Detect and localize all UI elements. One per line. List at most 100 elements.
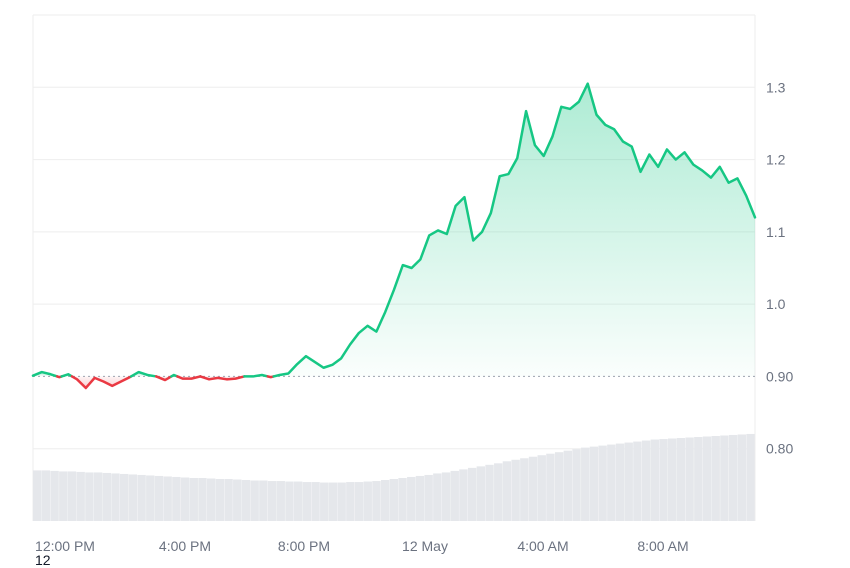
volume-bar [302,482,312,521]
volume-bar [67,471,77,521]
volume-bar [398,477,407,521]
volume-bar [128,474,138,521]
volume-bar [694,437,703,521]
volume-bar [528,456,538,521]
volume-bar [172,476,181,521]
volume-bar [389,479,399,521]
volume-bar [676,438,686,521]
volume-bar [119,473,129,521]
area-up [273,83,755,377]
line-segment-up [243,373,270,378]
volume-bar [224,479,233,521]
volume-bar [293,481,303,521]
y-tick-label: 1.3 [766,79,786,95]
volume-bar [285,481,294,521]
volume-bar [554,452,564,521]
volume-bar [624,442,633,521]
volume-bar [137,474,146,521]
volume-bar [563,450,573,521]
volume-bar [276,481,285,521]
line-segment-up [170,373,179,378]
price-line [31,82,757,390]
volume-bar [363,481,372,521]
line-segment-up [60,373,74,378]
y-tick-label: 0.80 [766,441,793,457]
volume-bar [746,433,755,521]
volume-bar [380,480,390,521]
x-tick-label: 4:00 PM [159,538,211,554]
volume-bar [372,481,381,521]
volume-bar [415,475,425,521]
volume-bar [650,439,660,521]
x-tick-label: 8:00 AM [637,538,688,554]
volume-bar [572,449,581,521]
volume-bar [598,445,607,521]
volume-bar [485,464,494,521]
x-tick-label: 4:00 AM [517,538,568,554]
y-tick-label: 1.2 [766,152,786,168]
volume-bar [537,455,546,521]
volume-bar [467,467,477,521]
volume-bar [459,469,468,521]
volume-bar [85,472,94,521]
volume-bar [163,476,172,521]
volume-bar [111,473,120,521]
line-segment-up [31,370,59,378]
volume-bar [589,446,599,521]
volume-bar [711,435,720,521]
volume-bar [241,480,251,521]
volume-bar [206,478,216,521]
volume-bar [267,481,277,521]
volume-bar [198,477,207,521]
volume-bar [102,472,111,521]
volume-bar [615,443,625,521]
volume-bar [702,436,712,521]
volume-bar [668,438,677,521]
volume-bar [154,475,164,521]
volume-bar [189,477,198,521]
line-segment-down [199,375,246,381]
volume-bar [546,453,555,521]
x-axis: 12:00 PM 4:00 PM 8:00 PM 12 May 4:00 AM 8:00 … [35,538,689,554]
volume-bar [685,437,694,521]
volume-bar [581,447,590,521]
volume-bar [720,435,729,521]
volume-bar [424,474,433,521]
y-axis: 1.3 1.2 1.1 1.0 0.90 0.80 [766,79,793,456]
volume-bar [180,477,190,521]
volume-bar [659,439,668,521]
volume-bar [146,475,155,521]
volume-bar [728,434,738,521]
volume-bar [215,479,225,521]
volume-bar [259,480,268,521]
volume-bar [233,479,242,521]
volume-bar [520,458,529,521]
volume-bar [50,470,59,521]
line-segment-up [129,370,158,378]
x-tick-label: 12:00 PM [35,538,95,554]
volume-bar [41,470,51,521]
volume-bars [33,433,755,521]
volume-bar [441,472,451,521]
corner-label: 12 [35,552,51,568]
volume-bar [320,482,329,521]
volume-bar [641,440,651,521]
volume-bar [433,473,442,521]
volume-bar [33,470,42,521]
volume-bar [476,466,486,521]
volume-bar [511,459,520,521]
line-segment-down [155,375,173,382]
line-segment-down [176,375,202,380]
volume-bar [633,441,642,521]
volume-bar [59,471,68,521]
volume-bar [76,471,85,521]
volume-bar [502,461,512,521]
x-tick-label: 8:00 PM [278,538,330,554]
volume-bar [494,463,503,521]
volume-bar [250,480,259,521]
volume-bar [354,482,364,521]
price-areas [33,83,755,388]
y-tick-label: 1.1 [766,224,786,240]
x-tick-label: 12 May [402,538,448,554]
